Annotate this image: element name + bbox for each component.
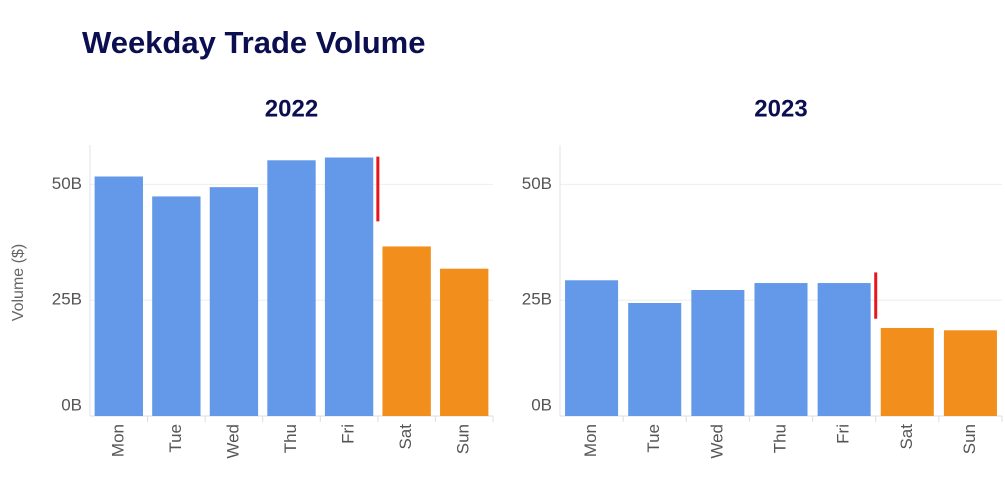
bar [440,268,489,416]
x-tick-label: Wed [707,424,726,459]
bar [152,196,201,416]
x-tick-label: Wed [223,424,242,459]
bar [565,280,619,416]
x-tick-label: Sat [897,424,916,450]
bar [94,176,143,416]
y-axis-label: Volume ($) [10,244,27,321]
x-tick-label: Fri [339,424,358,444]
bar [382,246,431,416]
x-tick-label: Sun [960,424,979,454]
x-tick-label: Tue [644,424,663,453]
y-tick-label: 50B [522,174,552,193]
y-tick-label: 0B [531,395,552,414]
bar [943,330,997,416]
y-tick-label: 25B [522,290,552,309]
bar [817,283,871,416]
x-tick-label: Mon [108,424,127,457]
y-tick-label: 25B [52,290,82,309]
y-tick-label: 0B [61,395,82,414]
bar [754,283,808,416]
x-tick-label: Thu [281,424,300,453]
page-title: Weekday Trade Volume [82,25,425,60]
bar [691,289,745,416]
x-tick-label: Mon [581,424,600,457]
bar [324,157,374,416]
chart-title: 2022 [265,95,318,122]
bar [267,160,316,416]
bar [880,327,934,416]
x-tick-label: Tue [166,424,185,453]
x-tick-label: Thu [770,424,789,453]
bar [209,187,259,416]
x-tick-label: Sat [396,424,415,450]
x-tick-label: Fri [834,424,853,444]
x-tick-label: Sun [454,424,473,454]
bar [628,302,682,416]
chart-title: 2023 [754,95,807,122]
y-tick-label: 50B [52,174,82,193]
